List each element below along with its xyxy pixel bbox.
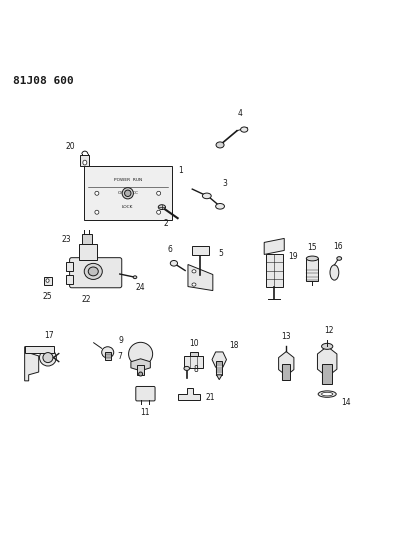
Text: 20: 20 bbox=[65, 142, 75, 151]
Text: 23: 23 bbox=[61, 235, 71, 244]
Text: 1: 1 bbox=[178, 166, 183, 175]
Bar bbox=[44, 277, 52, 285]
Ellipse shape bbox=[170, 261, 177, 266]
Polygon shape bbox=[264, 238, 284, 254]
Text: 22: 22 bbox=[81, 295, 91, 304]
Text: 14: 14 bbox=[341, 398, 351, 407]
Text: 11: 11 bbox=[141, 408, 150, 417]
Ellipse shape bbox=[84, 263, 102, 279]
FancyBboxPatch shape bbox=[136, 386, 155, 401]
Ellipse shape bbox=[192, 283, 196, 286]
Text: 15: 15 bbox=[307, 244, 317, 253]
Ellipse shape bbox=[83, 160, 87, 165]
Ellipse shape bbox=[216, 142, 224, 148]
Polygon shape bbox=[279, 352, 294, 376]
Bar bbox=[82, 235, 92, 245]
Text: 19: 19 bbox=[288, 252, 298, 261]
Text: LOCK: LOCK bbox=[122, 205, 133, 209]
Bar bbox=[79, 245, 97, 260]
Text: 12: 12 bbox=[324, 326, 334, 335]
Bar bbox=[105, 352, 111, 360]
FancyBboxPatch shape bbox=[69, 257, 122, 288]
Text: 10: 10 bbox=[189, 340, 198, 349]
Text: 3: 3 bbox=[222, 179, 227, 188]
Text: 6: 6 bbox=[168, 246, 173, 254]
Bar bbox=[266, 254, 283, 287]
Ellipse shape bbox=[139, 372, 143, 376]
Ellipse shape bbox=[322, 343, 333, 349]
Bar bbox=[80, 155, 89, 166]
Polygon shape bbox=[212, 352, 227, 367]
Polygon shape bbox=[131, 359, 150, 371]
Bar bbox=[84, 166, 172, 220]
Text: 24: 24 bbox=[136, 283, 145, 292]
Ellipse shape bbox=[337, 257, 342, 260]
Ellipse shape bbox=[102, 347, 114, 358]
Ellipse shape bbox=[202, 193, 211, 199]
Text: 4: 4 bbox=[238, 109, 242, 118]
Bar bbox=[189, 352, 198, 356]
Ellipse shape bbox=[318, 391, 336, 397]
Text: 16: 16 bbox=[333, 243, 343, 251]
Text: 5: 5 bbox=[218, 249, 223, 258]
Text: 13: 13 bbox=[282, 332, 291, 341]
Text: POWER  RUN: POWER RUN bbox=[114, 177, 142, 182]
Text: 2: 2 bbox=[164, 219, 168, 228]
Text: 25: 25 bbox=[43, 292, 53, 301]
Ellipse shape bbox=[157, 191, 161, 195]
Bar bbox=[65, 262, 73, 271]
Ellipse shape bbox=[184, 366, 189, 370]
Bar bbox=[282, 364, 290, 379]
Text: 21: 21 bbox=[205, 393, 215, 402]
Ellipse shape bbox=[40, 349, 56, 366]
Bar bbox=[25, 345, 54, 353]
Ellipse shape bbox=[95, 210, 99, 214]
Bar bbox=[217, 361, 222, 375]
Text: 18: 18 bbox=[229, 341, 239, 350]
Bar bbox=[322, 364, 332, 384]
Polygon shape bbox=[318, 346, 337, 377]
Ellipse shape bbox=[124, 190, 131, 197]
Ellipse shape bbox=[192, 270, 196, 273]
Ellipse shape bbox=[330, 265, 339, 280]
Ellipse shape bbox=[157, 210, 161, 214]
Text: 9: 9 bbox=[119, 336, 124, 345]
Ellipse shape bbox=[88, 267, 98, 276]
Ellipse shape bbox=[322, 392, 333, 396]
Ellipse shape bbox=[128, 342, 153, 366]
Text: 7: 7 bbox=[118, 352, 123, 361]
Polygon shape bbox=[178, 387, 200, 400]
Bar bbox=[184, 356, 203, 368]
Polygon shape bbox=[188, 264, 213, 290]
Polygon shape bbox=[25, 347, 39, 381]
Text: 17: 17 bbox=[44, 331, 54, 340]
Ellipse shape bbox=[46, 279, 49, 282]
Ellipse shape bbox=[95, 191, 99, 195]
Bar bbox=[65, 275, 73, 284]
Ellipse shape bbox=[158, 205, 166, 209]
Text: 81J08 600: 81J08 600 bbox=[13, 76, 74, 86]
Ellipse shape bbox=[306, 256, 318, 261]
Ellipse shape bbox=[43, 352, 53, 362]
Bar bbox=[137, 365, 144, 375]
Text: OFF  ACC: OFF ACC bbox=[118, 191, 138, 195]
Ellipse shape bbox=[216, 204, 225, 209]
Text: 8: 8 bbox=[194, 365, 199, 374]
Bar bbox=[306, 259, 318, 280]
Ellipse shape bbox=[133, 276, 137, 279]
Ellipse shape bbox=[240, 127, 248, 132]
Polygon shape bbox=[217, 375, 222, 379]
Ellipse shape bbox=[122, 188, 133, 199]
Bar bbox=[192, 246, 209, 255]
